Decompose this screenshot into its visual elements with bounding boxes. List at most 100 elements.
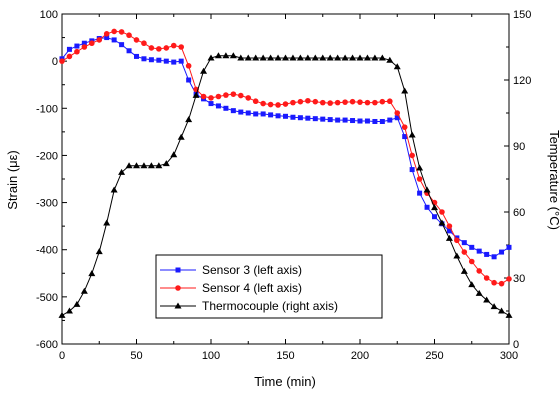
- data-point: [490, 303, 498, 310]
- data-point: [119, 42, 125, 48]
- data-point: [401, 124, 408, 130]
- data-point: [289, 54, 297, 61]
- data-point: [282, 101, 289, 107]
- data-point: [349, 54, 357, 61]
- data-point: [357, 99, 363, 105]
- data-point: [215, 93, 222, 100]
- data-point: [499, 249, 505, 255]
- data-point: [110, 186, 118, 193]
- data-point: [230, 91, 237, 97]
- data-point: [74, 48, 80, 55]
- series-2: [59, 28, 512, 287]
- data-point: [65, 307, 73, 314]
- data-point: [290, 99, 296, 106]
- data-point: [141, 56, 147, 62]
- data-point: [416, 176, 423, 182]
- legend-swatch-marker: [174, 302, 182, 309]
- data-point: [245, 95, 252, 101]
- data-point: [342, 99, 348, 105]
- data-point: [156, 57, 162, 63]
- data-point: [223, 92, 229, 98]
- data-point: [311, 54, 319, 61]
- data-point: [290, 114, 296, 120]
- data-point: [393, 63, 401, 70]
- y-right-tick-label: 120: [513, 75, 531, 87]
- data-point: [483, 296, 491, 303]
- data-point: [461, 249, 468, 255]
- data-point: [260, 100, 266, 107]
- data-point: [402, 134, 408, 140]
- data-point: [148, 57, 154, 63]
- data-point: [267, 54, 275, 61]
- data-point: [111, 37, 117, 43]
- data-point: [140, 162, 148, 169]
- data-point: [453, 252, 461, 259]
- data-point: [81, 44, 88, 50]
- data-point: [357, 118, 363, 124]
- data-point: [170, 151, 178, 158]
- data-point: [126, 48, 132, 54]
- series-line: [61, 30, 510, 285]
- data-point: [417, 190, 423, 196]
- data-point: [260, 111, 266, 117]
- y-left-tick-label: -400: [36, 245, 58, 257]
- data-point: [66, 53, 73, 60]
- data-point: [378, 54, 386, 61]
- data-point: [379, 118, 385, 124]
- data-point: [171, 59, 177, 65]
- data-point: [118, 168, 126, 175]
- y-left-tick-label: -600: [36, 339, 58, 351]
- data-point: [163, 45, 170, 51]
- data-point: [468, 258, 475, 265]
- data-point: [59, 58, 65, 64]
- data-point: [252, 98, 259, 105]
- data-point: [222, 52, 230, 59]
- data-point: [275, 113, 281, 119]
- data-point: [215, 103, 221, 109]
- data-point: [327, 117, 333, 123]
- data-point: [394, 110, 401, 116]
- data-point: [104, 35, 110, 41]
- data-point: [334, 54, 342, 61]
- x-tick-label: 150: [276, 350, 294, 362]
- y-left-tick-label: -200: [36, 150, 58, 162]
- data-point: [252, 54, 260, 61]
- data-point: [491, 254, 497, 260]
- data-point: [416, 164, 424, 171]
- data-point: [238, 109, 244, 115]
- data-point: [103, 31, 110, 37]
- data-point: [319, 54, 327, 61]
- data-point: [267, 101, 274, 108]
- y-left-tick-label: -100: [36, 103, 58, 115]
- legend-box: [155, 254, 383, 319]
- x-tick-label: 0: [59, 350, 65, 362]
- data-point: [409, 167, 415, 173]
- legend-label: Sensor 4 (left axis): [202, 281, 302, 295]
- data-point: [401, 87, 409, 94]
- data-point: [371, 54, 379, 61]
- data-point: [446, 228, 452, 234]
- x-tick-label: 250: [425, 350, 443, 362]
- data-point: [103, 219, 111, 226]
- data-point: [305, 97, 311, 104]
- data-point: [498, 280, 505, 287]
- data-point: [363, 54, 371, 61]
- data-point: [134, 53, 139, 59]
- data-point: [245, 110, 251, 116]
- data-point: [178, 58, 184, 64]
- legend-label: Sensor 3 (left axis): [202, 263, 302, 277]
- data-point: [185, 116, 193, 123]
- data-point: [334, 99, 341, 106]
- data-point: [74, 43, 80, 49]
- data-point: [498, 307, 506, 314]
- data-point: [506, 276, 512, 282]
- data-point: [141, 40, 147, 47]
- legend-item: Sensor 3 (left axis): [160, 263, 302, 277]
- data-point: [305, 115, 311, 121]
- data-point: [163, 58, 169, 64]
- data-point: [214, 52, 222, 59]
- data-point: [200, 93, 207, 100]
- data-point: [349, 98, 356, 105]
- data-point: [133, 37, 140, 43]
